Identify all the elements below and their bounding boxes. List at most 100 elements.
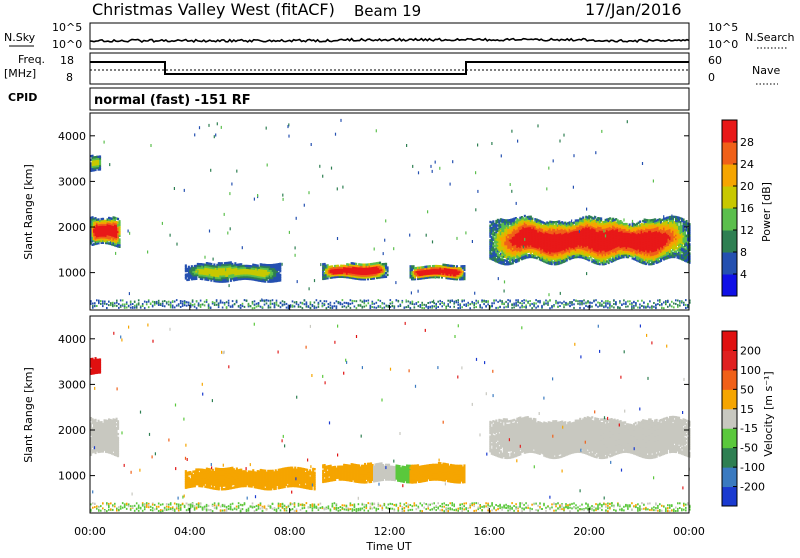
heatmap-cell xyxy=(256,306,258,308)
heatmap-cell xyxy=(384,303,386,305)
heatmap-cell xyxy=(362,301,364,303)
heatmap-cell xyxy=(282,300,284,302)
heatmap-cell xyxy=(126,307,128,309)
heatmap-cell xyxy=(266,302,268,304)
heatmap-cell xyxy=(208,304,210,306)
heatmap-cell xyxy=(334,302,336,304)
heatmap-cell xyxy=(172,305,174,307)
heatmap-cell xyxy=(302,302,304,304)
heatmap-cell xyxy=(258,305,260,307)
heatmap-cell xyxy=(238,305,240,307)
heatmap-cell xyxy=(376,302,378,304)
heatmap-cell xyxy=(582,216,584,218)
heatmap-cell xyxy=(354,300,356,302)
heatmap-cell xyxy=(136,307,138,309)
heatmap-cell xyxy=(302,307,304,309)
heatmap-cell xyxy=(380,305,382,307)
heatmap-cell xyxy=(244,306,246,308)
heatmap-cell xyxy=(292,305,294,307)
heatmap-cell xyxy=(387,274,389,276)
heatmap-cell xyxy=(130,307,132,309)
heatmap-cell xyxy=(162,301,164,303)
heatmap-cell xyxy=(364,302,366,304)
heatmap-cell xyxy=(387,266,389,268)
heatmap-cell xyxy=(280,302,282,304)
heatmap-cell xyxy=(228,300,230,302)
heatmap-cell xyxy=(463,265,465,267)
heatmap-cell xyxy=(218,306,220,308)
heatmap-cell xyxy=(182,305,184,307)
heatmap-cell xyxy=(204,301,206,303)
heatmap-cell xyxy=(114,302,116,304)
heatmap-cell xyxy=(463,272,465,274)
heatmap-cell xyxy=(182,301,184,303)
heatmap-cell xyxy=(294,306,296,308)
heatmap-cell xyxy=(294,301,296,303)
noise-trace xyxy=(90,39,689,42)
heatmap-cell xyxy=(226,307,228,309)
heatmap-cell xyxy=(188,302,190,304)
heatmap-cell xyxy=(106,303,108,305)
heatmap-cell xyxy=(208,307,210,309)
heatmap-cell xyxy=(264,304,266,306)
heatmap-cell xyxy=(212,301,214,303)
heatmap-cell xyxy=(106,307,108,309)
heatmap-cell xyxy=(346,302,348,304)
heatmap-cell xyxy=(266,299,268,301)
nsky-label: N.Sky xyxy=(4,31,36,44)
heatmap-cell xyxy=(252,303,254,305)
heatmap-cell xyxy=(126,301,128,303)
heatmap-cell xyxy=(278,305,280,307)
heatmap-cell xyxy=(324,304,326,306)
heatmap-cell xyxy=(270,302,272,304)
heatmap-cell xyxy=(138,299,140,301)
heatmap-cell xyxy=(104,301,106,303)
heatmap-cell xyxy=(270,300,272,302)
heatmap-cell xyxy=(398,305,400,307)
heatmap-cell xyxy=(298,304,300,306)
heatmap-cell xyxy=(328,306,330,308)
heatmap-cell xyxy=(258,302,260,304)
heatmap-cell xyxy=(180,302,182,304)
heatmap-cell xyxy=(138,302,140,304)
heatmap-cell xyxy=(336,305,338,307)
heatmap-cell xyxy=(254,304,256,306)
heatmap-cell xyxy=(98,302,100,304)
heatmap-cell xyxy=(194,303,196,305)
heatmap-cell xyxy=(99,155,101,157)
heatmap-cell xyxy=(314,307,316,309)
heatmap-cell xyxy=(398,300,400,302)
heatmap-cell xyxy=(224,304,226,306)
heatmap-cell xyxy=(240,307,242,309)
heatmap-cell xyxy=(306,301,308,303)
heatmap-cell xyxy=(216,304,218,306)
heatmap-cell xyxy=(148,301,150,303)
heatmap-cell xyxy=(120,306,122,308)
heatmap-cell xyxy=(334,305,336,307)
heatmap-cell xyxy=(104,303,106,305)
nave-label: Nave xyxy=(752,64,780,77)
heatmap-cell xyxy=(204,304,206,306)
heatmap-cell xyxy=(152,301,154,303)
heatmap-cell xyxy=(94,302,96,304)
heatmap-cell xyxy=(284,303,286,305)
heatmap-cell xyxy=(116,302,118,304)
heatmap-cell xyxy=(370,306,372,308)
heatmap-cell xyxy=(136,304,138,306)
heatmap-cell xyxy=(310,307,312,309)
heatmap-cell xyxy=(300,302,302,304)
heatmap-cell xyxy=(166,301,168,303)
heatmap-cell xyxy=(328,303,330,305)
heatmap-cell xyxy=(332,306,334,308)
heatmap-cell xyxy=(344,305,346,307)
heatmap-cell xyxy=(279,274,281,276)
heatmap-cell xyxy=(282,304,284,306)
heatmap-cell xyxy=(250,305,252,307)
heatmap-cell xyxy=(392,301,394,303)
heatmap-cell xyxy=(132,303,134,305)
heatmap-cell xyxy=(140,307,142,309)
heatmap-cell xyxy=(185,264,187,266)
heatmap-cell xyxy=(372,302,374,304)
heatmap-cell xyxy=(214,304,216,306)
heatmap-cell xyxy=(264,300,266,302)
